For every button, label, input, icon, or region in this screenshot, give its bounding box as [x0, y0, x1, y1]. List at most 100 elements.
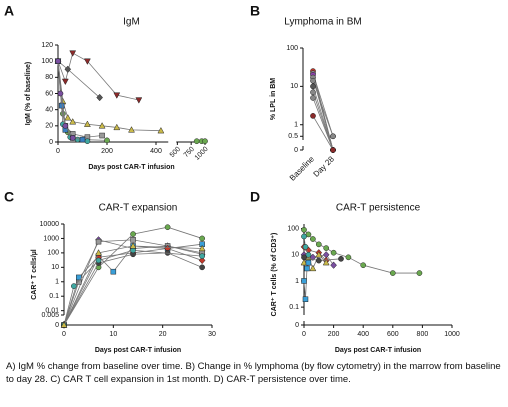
point — [130, 231, 136, 237]
x-tick-label: 0 — [302, 331, 306, 338]
y-axis-label: IgM (% of baseline) — [25, 62, 32, 125]
point — [62, 122, 69, 129]
point — [95, 238, 102, 245]
point — [164, 224, 171, 231]
y-tick-label: 10 — [51, 264, 59, 271]
point — [330, 147, 336, 153]
point — [301, 254, 307, 261]
point — [305, 251, 312, 258]
panel-letter: D — [250, 189, 260, 205]
y-tick-label: 1 — [55, 279, 59, 286]
panel-letter: A — [4, 3, 14, 19]
x-tick-label: 200 — [328, 331, 340, 338]
series-line — [312, 97, 334, 151]
y-tick-label: 0 — [49, 139, 53, 146]
point — [128, 126, 135, 133]
point — [95, 257, 102, 264]
point — [135, 97, 143, 104]
x-tick-label: Baseline — [288, 154, 316, 182]
y-axis-label: % LPL in BM — [270, 78, 277, 120]
point — [71, 283, 77, 289]
y-tick-label: 0 — [295, 322, 299, 329]
point — [95, 249, 102, 256]
point — [322, 258, 330, 266]
point — [345, 254, 352, 261]
series-line — [303, 262, 309, 300]
x-tick-label: 20 — [159, 331, 167, 338]
x-axis-label: Days post CAR-T infusion — [335, 347, 421, 354]
point — [98, 122, 106, 129]
x-tick-label: 10 — [109, 331, 117, 338]
panel-letter: B — [250, 3, 260, 19]
x-tick-label: Day 28 — [312, 154, 337, 179]
point — [304, 265, 310, 272]
series-line — [312, 115, 334, 151]
point — [193, 138, 200, 145]
y-tick-label: 0.1 — [289, 304, 299, 311]
point — [69, 118, 77, 125]
y-tick-label: 10000 — [40, 221, 60, 228]
x-tick-label: 0 — [56, 148, 60, 155]
point — [302, 296, 309, 302]
chart-title: IgM — [123, 17, 140, 28]
point — [389, 270, 396, 276]
y-axis-label: CAR⁺ T cells/µl — [31, 249, 38, 300]
x-tick-label: 600 — [387, 331, 399, 338]
y-tick-label: 100 — [287, 225, 299, 232]
x-tick-label: 1000 — [444, 331, 460, 338]
y-tick-label: 120 — [41, 42, 53, 49]
y-tick-label: 0.5 — [288, 133, 298, 140]
point — [310, 113, 316, 119]
panel-letter: C — [4, 189, 14, 205]
y-tick-label: 10 — [290, 83, 298, 90]
caption: A) IgM % change from baseline over time.… — [6, 361, 501, 385]
x-tick-label: 200 — [101, 148, 113, 155]
point — [310, 89, 316, 96]
y-tick-label: 100 — [47, 250, 59, 257]
y-tick-label: 0 — [294, 147, 298, 154]
series-line — [57, 52, 139, 101]
point — [330, 261, 337, 269]
y-tick-label: 1 — [294, 122, 298, 129]
point — [99, 132, 105, 139]
point — [104, 137, 110, 144]
x-tick-label: 500 — [169, 146, 182, 159]
point — [315, 251, 323, 258]
point — [315, 241, 322, 248]
y-tick-label: 10 — [291, 252, 299, 259]
point — [310, 83, 316, 90]
point — [64, 65, 72, 73]
x-tick-label: 400 — [357, 331, 369, 338]
point — [330, 249, 337, 256]
y-axis-label: CAR⁺ T cells (% of CD3⁺) — [271, 233, 278, 317]
y-tick-label: 60 — [45, 90, 53, 97]
y-tick-label: 0.1 — [49, 293, 59, 300]
chart-title: CAR-T expansion — [99, 203, 178, 214]
point — [83, 58, 91, 65]
point — [55, 58, 61, 65]
point — [84, 138, 91, 145]
series-line — [63, 245, 203, 326]
figure: 0 200 400 500 7501000020406080100120AIgMIgM … — [4, 3, 460, 354]
point — [83, 120, 91, 127]
x-axis-label: Days post CAR-T infusion — [95, 347, 181, 354]
series-line — [303, 229, 420, 274]
point — [305, 259, 312, 266]
point — [315, 257, 322, 264]
point — [199, 253, 205, 259]
point — [64, 114, 72, 121]
series-line — [312, 73, 334, 137]
series-line — [63, 252, 203, 326]
point — [57, 90, 64, 97]
y-tick-label: 80 — [45, 74, 53, 81]
point — [199, 264, 205, 271]
point — [129, 242, 137, 249]
point — [416, 270, 423, 276]
point — [310, 95, 316, 101]
point — [338, 255, 344, 262]
chart-title: CAR-T persistence — [336, 203, 421, 214]
point — [74, 136, 81, 143]
y-tick-label: 1 — [295, 278, 299, 285]
y-tick-label: 0.005 — [41, 312, 59, 319]
x-tick-label: 0 — [62, 331, 66, 338]
